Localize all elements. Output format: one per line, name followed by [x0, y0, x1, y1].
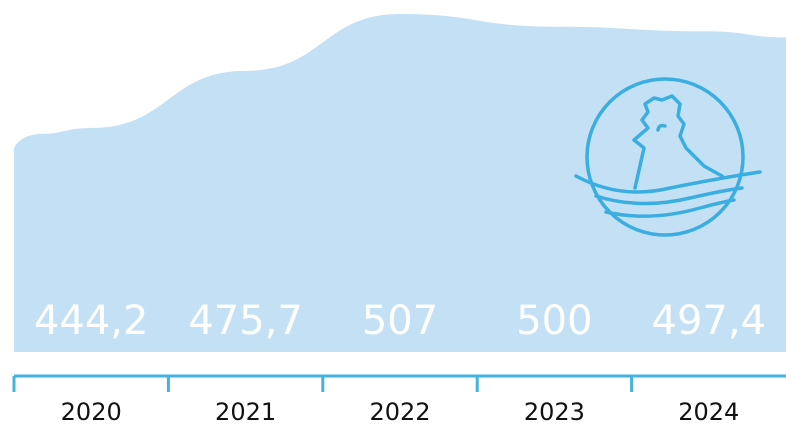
x-tick-label-2022: 2022: [369, 398, 430, 426]
x-axis: [12, 374, 786, 392]
chicken-in-nest-icon: [574, 77, 762, 237]
data-label-2020: 444,2: [34, 298, 149, 344]
data-label-2021: 475,7: [188, 298, 303, 344]
area-series: [14, 14, 786, 352]
x-tick-label-2020: 2020: [61, 398, 122, 426]
x-tick-label-2023: 2023: [524, 398, 585, 426]
data-label-2022: 507: [362, 298, 438, 344]
data-label-2024: 497,4: [652, 298, 767, 344]
value-labels: 444,2 475,7 507 500 497,4: [34, 298, 766, 344]
x-tick-labels: 2020 2021 2022 2023 2024: [61, 398, 740, 426]
data-label-2023: 500: [516, 298, 592, 344]
x-tick-label-2024: 2024: [678, 398, 739, 426]
x-tick-label-2021: 2021: [215, 398, 276, 426]
